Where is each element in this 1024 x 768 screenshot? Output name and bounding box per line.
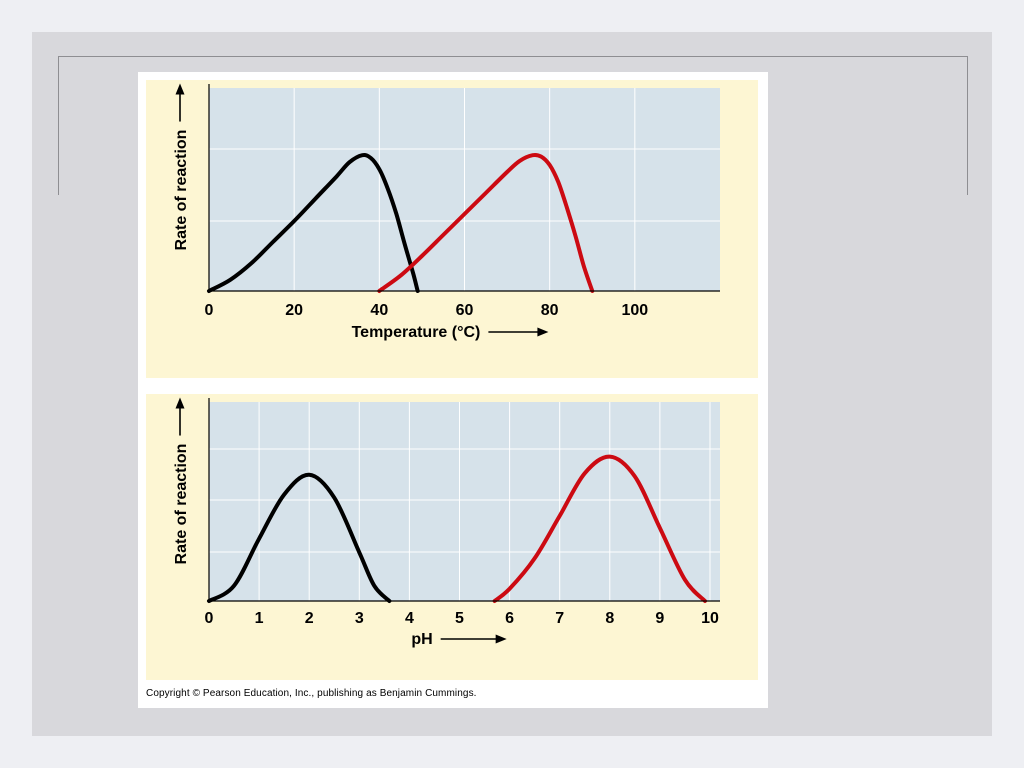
gridlines: [209, 402, 720, 601]
temperature-chart: 0 20 40 60 80 100 Temperature (°C) Rate of reac…: [173, 83, 720, 341]
y-axis-arrow: [175, 83, 185, 122]
y-axis-label: Rate of reaction: [173, 130, 190, 251]
x-arrow-head: [495, 634, 507, 644]
x-arrow-head: [537, 327, 549, 337]
x-tick-label: 10: [701, 610, 719, 627]
y-axis-label: Rate of reaction: [173, 444, 190, 565]
y-arrow-head: [175, 83, 185, 95]
x-tick-label: 60: [456, 302, 474, 319]
copyright-text: Copyright © Pearson Education, Inc., pub…: [146, 688, 477, 699]
x-tick-label: 6: [505, 610, 514, 627]
x-axis-label: pH: [411, 631, 432, 648]
x-tick-label: 3: [355, 610, 364, 627]
series-curve-black: [207, 153, 420, 293]
slide-title-frame: [58, 56, 968, 195]
x-tick-label: 0: [205, 302, 214, 319]
x-tick-label: 100: [621, 302, 648, 319]
x-tick-label: 1: [255, 610, 264, 627]
ph-panel: 0 1 2 3 4 5 6 7 8 9 10 pH Rate of reaction: [146, 394, 758, 680]
figure: 0 20 40 60 80 100 Temperature (°C) Rate of reac…: [138, 72, 768, 708]
series-curve-red: [377, 152, 595, 293]
series-curve-red: [492, 454, 707, 603]
slide: 0 20 40 60 80 100 Temperature (°C) Rate of reac…: [32, 32, 992, 736]
x-tick-label: 8: [605, 610, 614, 627]
y-arrow-head: [175, 397, 185, 409]
x-tick-label: 2: [305, 610, 314, 627]
series-curve-black: [207, 472, 392, 603]
temperature-panel: 0 20 40 60 80 100 Temperature (°C) Rate of reac…: [146, 80, 758, 378]
x-tick-label: 0: [205, 610, 214, 627]
x-tick-label: 7: [555, 610, 564, 627]
x-axis-label: Temperature (°C): [352, 324, 481, 341]
ph-chart: 0 1 2 3 4 5 6 7 8 9 10 pH Rate of reaction: [173, 397, 720, 648]
x-tick-label: 4: [405, 610, 414, 627]
x-tick-label: 9: [655, 610, 664, 627]
x-tick-label: 40: [370, 302, 388, 319]
y-axis-label-group: Rate of reaction: [173, 130, 190, 251]
y-axis-label-group: Rate of reaction: [173, 444, 190, 565]
x-tick-label: 80: [541, 302, 559, 319]
x-axis-arrow: [440, 634, 507, 644]
y-axis-arrow: [175, 397, 185, 436]
x-tick-label: 20: [285, 302, 303, 319]
x-tick-label: 5: [455, 610, 464, 627]
x-axis-arrow: [488, 327, 549, 337]
plot-area: [209, 402, 720, 601]
